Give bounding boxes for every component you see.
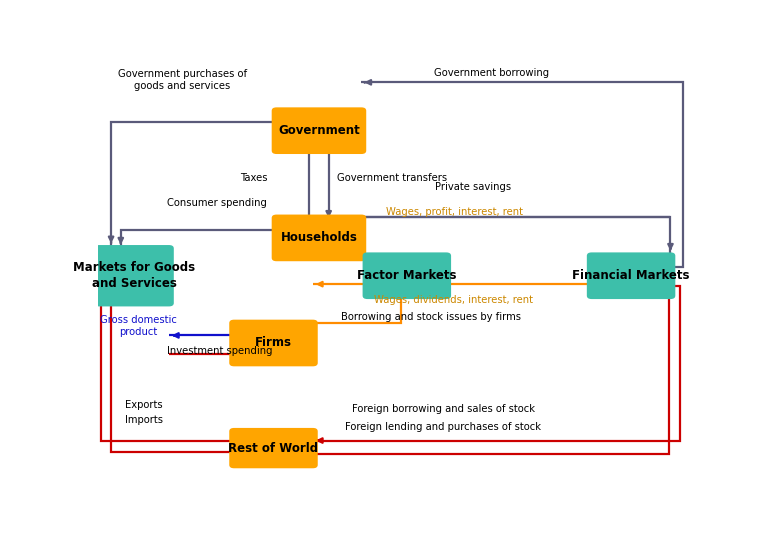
- Text: Private savings: Private savings: [436, 182, 511, 192]
- Text: Taxes: Taxes: [240, 173, 267, 183]
- Text: Borrowing and stock issues by firms: Borrowing and stock issues by firms: [341, 312, 521, 322]
- FancyBboxPatch shape: [271, 215, 366, 261]
- Text: Factor Markets: Factor Markets: [357, 269, 457, 282]
- Text: Imports: Imports: [125, 415, 163, 425]
- Text: Rest of World: Rest of World: [228, 442, 318, 455]
- Text: Markets for Goods
and Services: Markets for Goods and Services: [73, 261, 196, 290]
- Text: Gross domestic
product: Gross domestic product: [99, 315, 177, 337]
- FancyBboxPatch shape: [586, 252, 676, 299]
- Text: Government purchases of
goods and services: Government purchases of goods and servic…: [118, 69, 247, 91]
- Text: Wages, dividends, interest, rent: Wages, dividends, interest, rent: [374, 295, 533, 305]
- Text: Wages, profit, interest, rent: Wages, profit, interest, rent: [386, 207, 522, 217]
- Text: Government: Government: [278, 124, 360, 137]
- Text: Government transfers: Government transfers: [337, 173, 447, 183]
- Text: Investment spending: Investment spending: [167, 347, 273, 357]
- Text: Exports: Exports: [125, 400, 163, 410]
- Text: Foreign lending and purchases of stock: Foreign lending and purchases of stock: [345, 422, 541, 432]
- Text: Government borrowing: Government borrowing: [434, 68, 549, 78]
- FancyBboxPatch shape: [229, 428, 317, 468]
- FancyBboxPatch shape: [363, 252, 451, 299]
- Text: Firms: Firms: [255, 336, 292, 349]
- FancyBboxPatch shape: [95, 245, 174, 306]
- FancyBboxPatch shape: [229, 319, 317, 366]
- Text: Foreign borrowing and sales of stock: Foreign borrowing and sales of stock: [352, 403, 535, 414]
- Text: Households: Households: [281, 232, 357, 245]
- FancyBboxPatch shape: [271, 108, 366, 154]
- Text: Financial Markets: Financial Markets: [572, 269, 690, 282]
- Text: Consumer spending: Consumer spending: [167, 198, 267, 209]
